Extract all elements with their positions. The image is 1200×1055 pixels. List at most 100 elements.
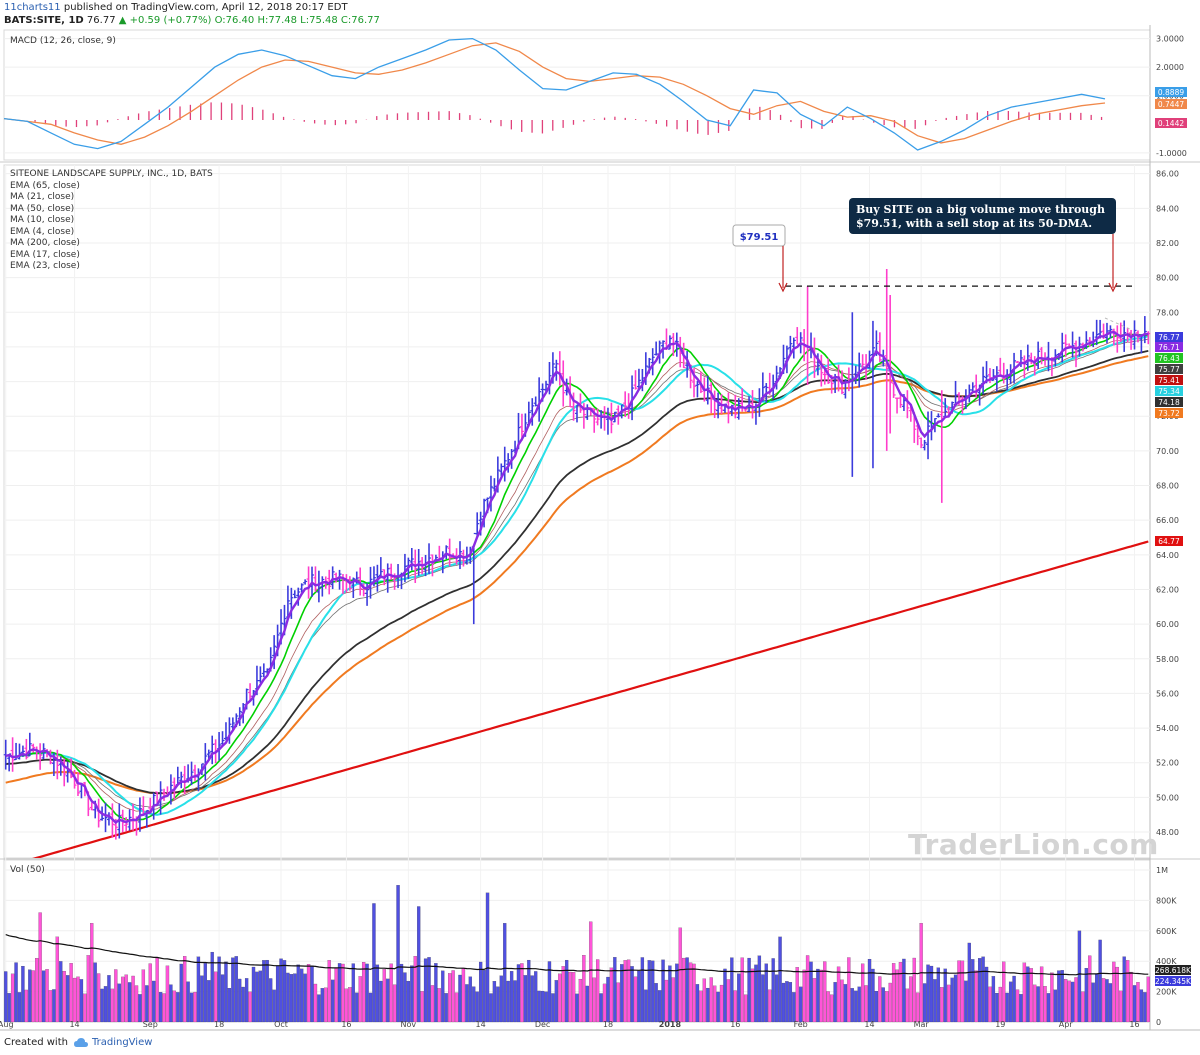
price-bar: [220, 731, 225, 745]
volume-bar: [836, 966, 841, 1023]
price-bar: [289, 587, 294, 619]
indicator-label: EMA (17, close): [10, 249, 80, 260]
header-line-1: 11charts11 published on TradingView.com,…: [4, 2, 348, 14]
volume-bar: [860, 963, 865, 1023]
volume-bar: [878, 976, 882, 1023]
volume-bar: [774, 974, 779, 1023]
price-tag-ema65: [1155, 397, 1183, 407]
volume-tick-label: 400K: [1156, 957, 1177, 966]
volume-bar: [379, 980, 383, 1023]
volume-bar: [296, 964, 300, 1023]
time-tick-label: 16: [1129, 1020, 1139, 1029]
footer: Created with TradingView: [4, 1037, 152, 1048]
volume-bar: [688, 962, 693, 1023]
volume-bar: [654, 983, 658, 1023]
volume-bar: [957, 960, 961, 1023]
volume-bar: [933, 979, 937, 1023]
price-tick-label: 82.00: [1156, 239, 1179, 248]
time-tick-label: 2018: [659, 1020, 682, 1029]
price-bar: [299, 583, 304, 593]
volume-bar: [1084, 968, 1088, 1023]
price-bar: [929, 411, 934, 441]
volume-bar: [936, 967, 940, 1023]
volume-bar: [1060, 970, 1064, 1023]
volume-tag-avg-text: 268.618K: [1155, 966, 1192, 975]
volume-bar: [547, 961, 552, 1023]
volume-bar: [792, 992, 796, 1023]
volume-bar: [189, 992, 194, 1023]
volume-bar: [964, 980, 968, 1023]
price-bar: [602, 406, 607, 431]
price-bar: [623, 391, 628, 418]
volume-bar: [255, 971, 259, 1023]
volume-bar: [589, 921, 593, 1023]
volume-bar: [764, 963, 768, 1023]
volume-bar: [496, 986, 500, 1023]
volume-bar: [1019, 994, 1023, 1023]
indicator-label: EMA (65, close): [10, 180, 80, 191]
volume-bar: [324, 987, 328, 1023]
volume-bar: [922, 983, 927, 1023]
volume-bar: [441, 970, 445, 1023]
price-bar: [31, 743, 36, 753]
volume-bar: [1029, 968, 1033, 1023]
volume-bar: [14, 962, 18, 1023]
volume-bar: [626, 959, 631, 1023]
volume-average-line: [5, 934, 1149, 976]
price-bar: [650, 348, 655, 376]
volume-bar: [375, 964, 380, 1023]
cloud-icon: [73, 1037, 88, 1047]
tradingview-logo[interactable]: TradingView: [73, 1037, 152, 1048]
volume-bar: [747, 957, 751, 1023]
volume-bar: [967, 942, 971, 1023]
price-bar: [1115, 325, 1120, 353]
arrow-down-icon: [778, 282, 788, 293]
price-tick-label: 62.00: [1156, 585, 1179, 594]
volume-bar: [234, 956, 238, 1023]
macd-pane: [3, 37, 1106, 151]
volume-bar: [90, 923, 94, 1023]
volume-bar: [1002, 961, 1006, 1023]
volume-bar: [251, 966, 256, 1023]
macd-tag-signal-text: 0.7447: [1158, 100, 1184, 109]
indicator-label: MA (21, close): [10, 192, 75, 202]
indicator-label: MA (50, close): [10, 203, 75, 214]
price-bar: [506, 453, 511, 473]
volume-bar: [444, 993, 448, 1023]
volume-bar: [726, 979, 731, 1023]
volume-bar: [916, 992, 920, 1023]
ohlc-values: O:76.40 H:77.48 L:75.48 C:76.77: [214, 15, 380, 26]
volume-bar: [482, 970, 486, 1023]
volume-bar: [17, 992, 22, 1023]
volume-bar: [127, 982, 132, 1023]
volume-bar: [943, 968, 947, 1023]
price-bar: [313, 566, 318, 592]
volume-bar: [1125, 960, 1130, 1023]
price-bar: [488, 475, 493, 512]
volume-bar: [599, 993, 603, 1023]
macd-tick-label: 2.0000: [1156, 63, 1184, 72]
price-bar: [994, 366, 999, 392]
volume-bar: [454, 992, 459, 1023]
volume-bar: [4, 971, 8, 1023]
price-bar: [877, 332, 882, 362]
volume-bar: [867, 958, 872, 1023]
volume-bar: [10, 973, 15, 1023]
volume-bar: [702, 978, 706, 1023]
volume-bar: [785, 981, 789, 1023]
volume-bar: [537, 990, 541, 1023]
volume-bar: [847, 957, 851, 1023]
volume-bar: [499, 975, 503, 1023]
author-link[interactable]: 11charts11: [4, 2, 61, 13]
price-tag-ma10-text: 76.71: [1158, 343, 1180, 352]
price-bar: [1036, 341, 1041, 369]
volume-bar: [386, 978, 390, 1023]
price-tag-ma50-text: 75.34: [1158, 387, 1180, 396]
volume-tick-label: 200K: [1156, 988, 1177, 997]
price-bar: [926, 411, 931, 460]
ma10-line: [5, 333, 1149, 822]
volume-bar: [403, 972, 407, 1023]
price-bar: [303, 579, 308, 585]
volume-bar: [699, 990, 703, 1023]
